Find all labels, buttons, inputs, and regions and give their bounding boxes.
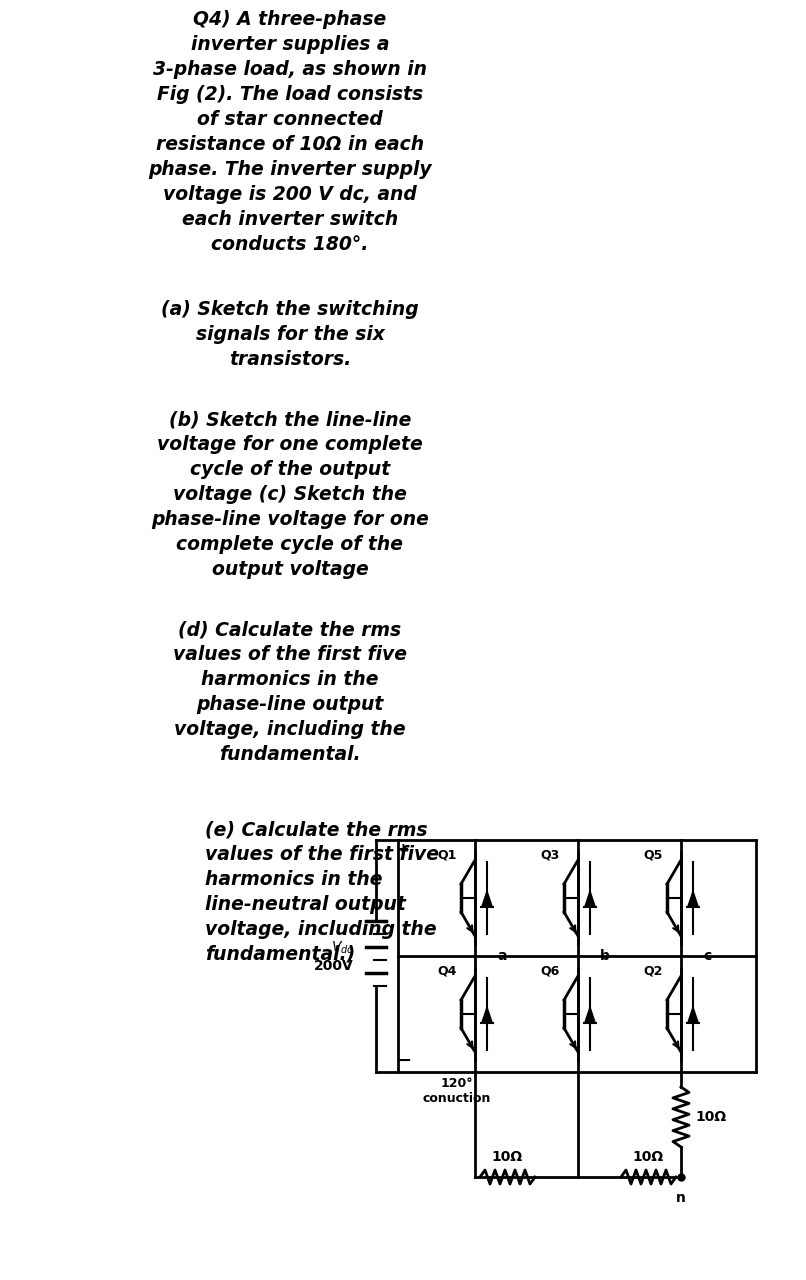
Polygon shape bbox=[481, 890, 493, 908]
Text: n: n bbox=[676, 1190, 686, 1204]
Text: 120°
conuction: 120° conuction bbox=[423, 1076, 491, 1105]
Text: (e) Calculate the rms
values of the first five
harmonics in the
line-neutral out: (e) Calculate the rms values of the firs… bbox=[205, 820, 439, 964]
Text: a: a bbox=[497, 948, 506, 963]
Polygon shape bbox=[687, 890, 699, 908]
Text: Q3: Q3 bbox=[540, 847, 559, 861]
Text: −: − bbox=[396, 1052, 411, 1070]
Text: b: b bbox=[600, 948, 610, 963]
Text: Q5: Q5 bbox=[643, 847, 663, 861]
Text: +: + bbox=[396, 842, 409, 858]
Text: 10Ω: 10Ω bbox=[695, 1110, 726, 1124]
Text: 10Ω: 10Ω bbox=[492, 1149, 522, 1164]
Polygon shape bbox=[481, 1005, 493, 1023]
Text: Q1: Q1 bbox=[438, 847, 457, 861]
Text: (d) Calculate the rms
values of the first five
harmonics in the
phase-line outpu: (d) Calculate the rms values of the firs… bbox=[173, 620, 407, 764]
Text: 200V: 200V bbox=[314, 959, 354, 973]
Polygon shape bbox=[584, 890, 596, 908]
Polygon shape bbox=[687, 1005, 699, 1023]
Text: Q6: Q6 bbox=[540, 964, 559, 977]
Text: (a) Sketch the switching
signals for the six
transistors.: (a) Sketch the switching signals for the… bbox=[161, 300, 419, 369]
Text: Q4: Q4 bbox=[438, 964, 457, 977]
Polygon shape bbox=[584, 1005, 596, 1023]
Text: 10Ω: 10Ω bbox=[633, 1149, 663, 1164]
Text: Q2: Q2 bbox=[643, 964, 663, 977]
Text: $V_{dc}$: $V_{dc}$ bbox=[331, 940, 354, 956]
Text: c: c bbox=[703, 948, 711, 963]
Text: Q4) A three-phase
inverter supplies a
3-phase load, as shown in
Fig (2). The loa: Q4) A three-phase inverter supplies a 3-… bbox=[148, 10, 432, 253]
Text: (b) Sketch the line-line
voltage for one complete
cycle of the output
voltage (c: (b) Sketch the line-line voltage for one… bbox=[151, 410, 429, 579]
